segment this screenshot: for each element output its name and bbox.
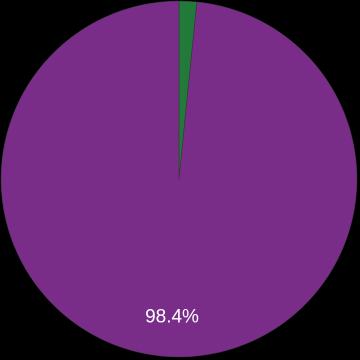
- slice-label: 98.4%: [145, 307, 199, 328]
